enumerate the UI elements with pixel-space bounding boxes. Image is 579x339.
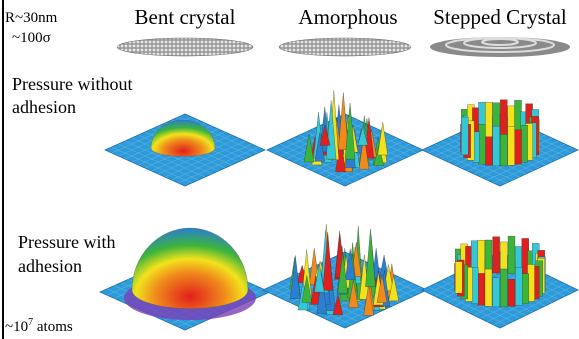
step-bar bbox=[493, 237, 500, 273]
step-bar bbox=[500, 242, 507, 273]
step-bar bbox=[485, 269, 492, 306]
dome bbox=[132, 228, 248, 309]
step-bar bbox=[485, 240, 492, 274]
row-label: adhesion bbox=[18, 256, 82, 276]
footnote: ~107 atoms bbox=[5, 317, 73, 335]
footnote-suffix: atoms bbox=[33, 319, 73, 335]
row-label: Pressure with bbox=[18, 232, 116, 252]
column-header: Bent crystal bbox=[135, 5, 236, 29]
row-label: adhesion bbox=[12, 97, 76, 117]
step-bar bbox=[522, 274, 529, 304]
plots bbox=[100, 90, 578, 330]
spike bbox=[365, 229, 375, 287]
step-bar bbox=[485, 137, 492, 165]
step-bar bbox=[493, 126, 500, 166]
bent-crystal-tip bbox=[117, 38, 253, 56]
step-bar bbox=[500, 269, 507, 307]
step-bar bbox=[515, 267, 522, 305]
radius-label: R~30nm bbox=[5, 10, 58, 26]
step-bar bbox=[508, 279, 515, 306]
row-label: Pressure without bbox=[12, 74, 133, 94]
sigma-label: ~100σ bbox=[12, 30, 51, 46]
step-bar bbox=[461, 117, 468, 155]
step-bar bbox=[485, 102, 492, 138]
step-bar bbox=[478, 240, 485, 275]
step-bar bbox=[493, 278, 500, 307]
footnote-base: ~10 bbox=[5, 319, 28, 335]
step-bar bbox=[478, 273, 485, 305]
step-bar bbox=[455, 262, 462, 294]
step-bar bbox=[508, 236, 515, 274]
step-bar bbox=[508, 126, 515, 165]
stepped-crystal-tip bbox=[430, 37, 570, 57]
column-header: Stepped Crystal bbox=[433, 5, 567, 29]
figure: R~30nm ~100σ Bent crystal Amorphous Step… bbox=[0, 0, 579, 339]
step-bar bbox=[500, 100, 507, 138]
column-header: Amorphous bbox=[298, 5, 397, 29]
step-bar bbox=[515, 130, 522, 164]
step-bar bbox=[500, 134, 507, 166]
amorphous-tip bbox=[279, 38, 411, 56]
